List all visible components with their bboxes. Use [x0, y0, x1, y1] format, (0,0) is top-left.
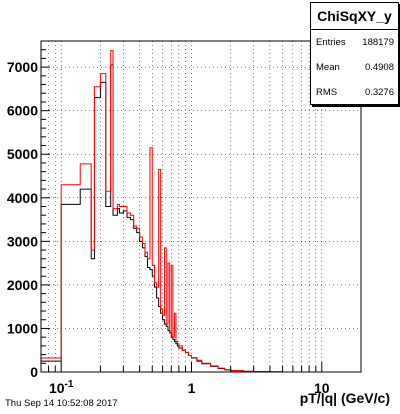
series-layer — [40, 50, 302, 373]
y-tick-label: 0 — [30, 364, 38, 380]
stats-rms-label: RMS — [316, 87, 338, 98]
stats-mean-value: 0.4908 — [364, 62, 394, 73]
footer-date: Thu Sep 14 10:52:08 2017 — [5, 398, 118, 409]
histogram-series-2 — [40, 50, 302, 373]
stats-row-entries: Entries 188179 — [311, 30, 398, 55]
y-tick-label: 7000 — [7, 59, 38, 75]
axes: 0 1000 2000 3000 4000 5000 6000 7000 10-1 1 10 — [7, 49, 362, 396]
stats-rms-value: 0.3276 — [364, 87, 394, 98]
y-tick-label: 1000 — [7, 320, 38, 336]
stats-mean-label: Mean — [316, 62, 340, 73]
y-tick-label: 3000 — [7, 233, 38, 249]
y-tick-label: 4000 — [7, 190, 38, 206]
x-tick-label: 10 — [314, 380, 330, 396]
y-tick-label: 6000 — [7, 103, 38, 119]
x-tick-label: 1 — [188, 380, 196, 396]
stats-title: ChiSqXY_y — [311, 3, 398, 30]
stats-entries-value: 188179 — [362, 37, 394, 48]
x-tick-label: 10-1 — [49, 379, 74, 396]
x-axis-label: pT/|q| (GeV/c) — [299, 390, 390, 406]
y-tick-label: 2000 — [7, 277, 38, 293]
stats-row-rms: RMS 0.3276 — [311, 80, 398, 105]
stats-box: ChiSqXY_y Entries 188179 Mean 0.4908 RMS… — [310, 2, 399, 105]
stats-row-mean: Mean 0.4908 — [311, 55, 398, 80]
grid — [40, 41, 362, 372]
stats-entries-label: Entries — [316, 37, 346, 48]
y-tick-label: 5000 — [7, 146, 38, 162]
